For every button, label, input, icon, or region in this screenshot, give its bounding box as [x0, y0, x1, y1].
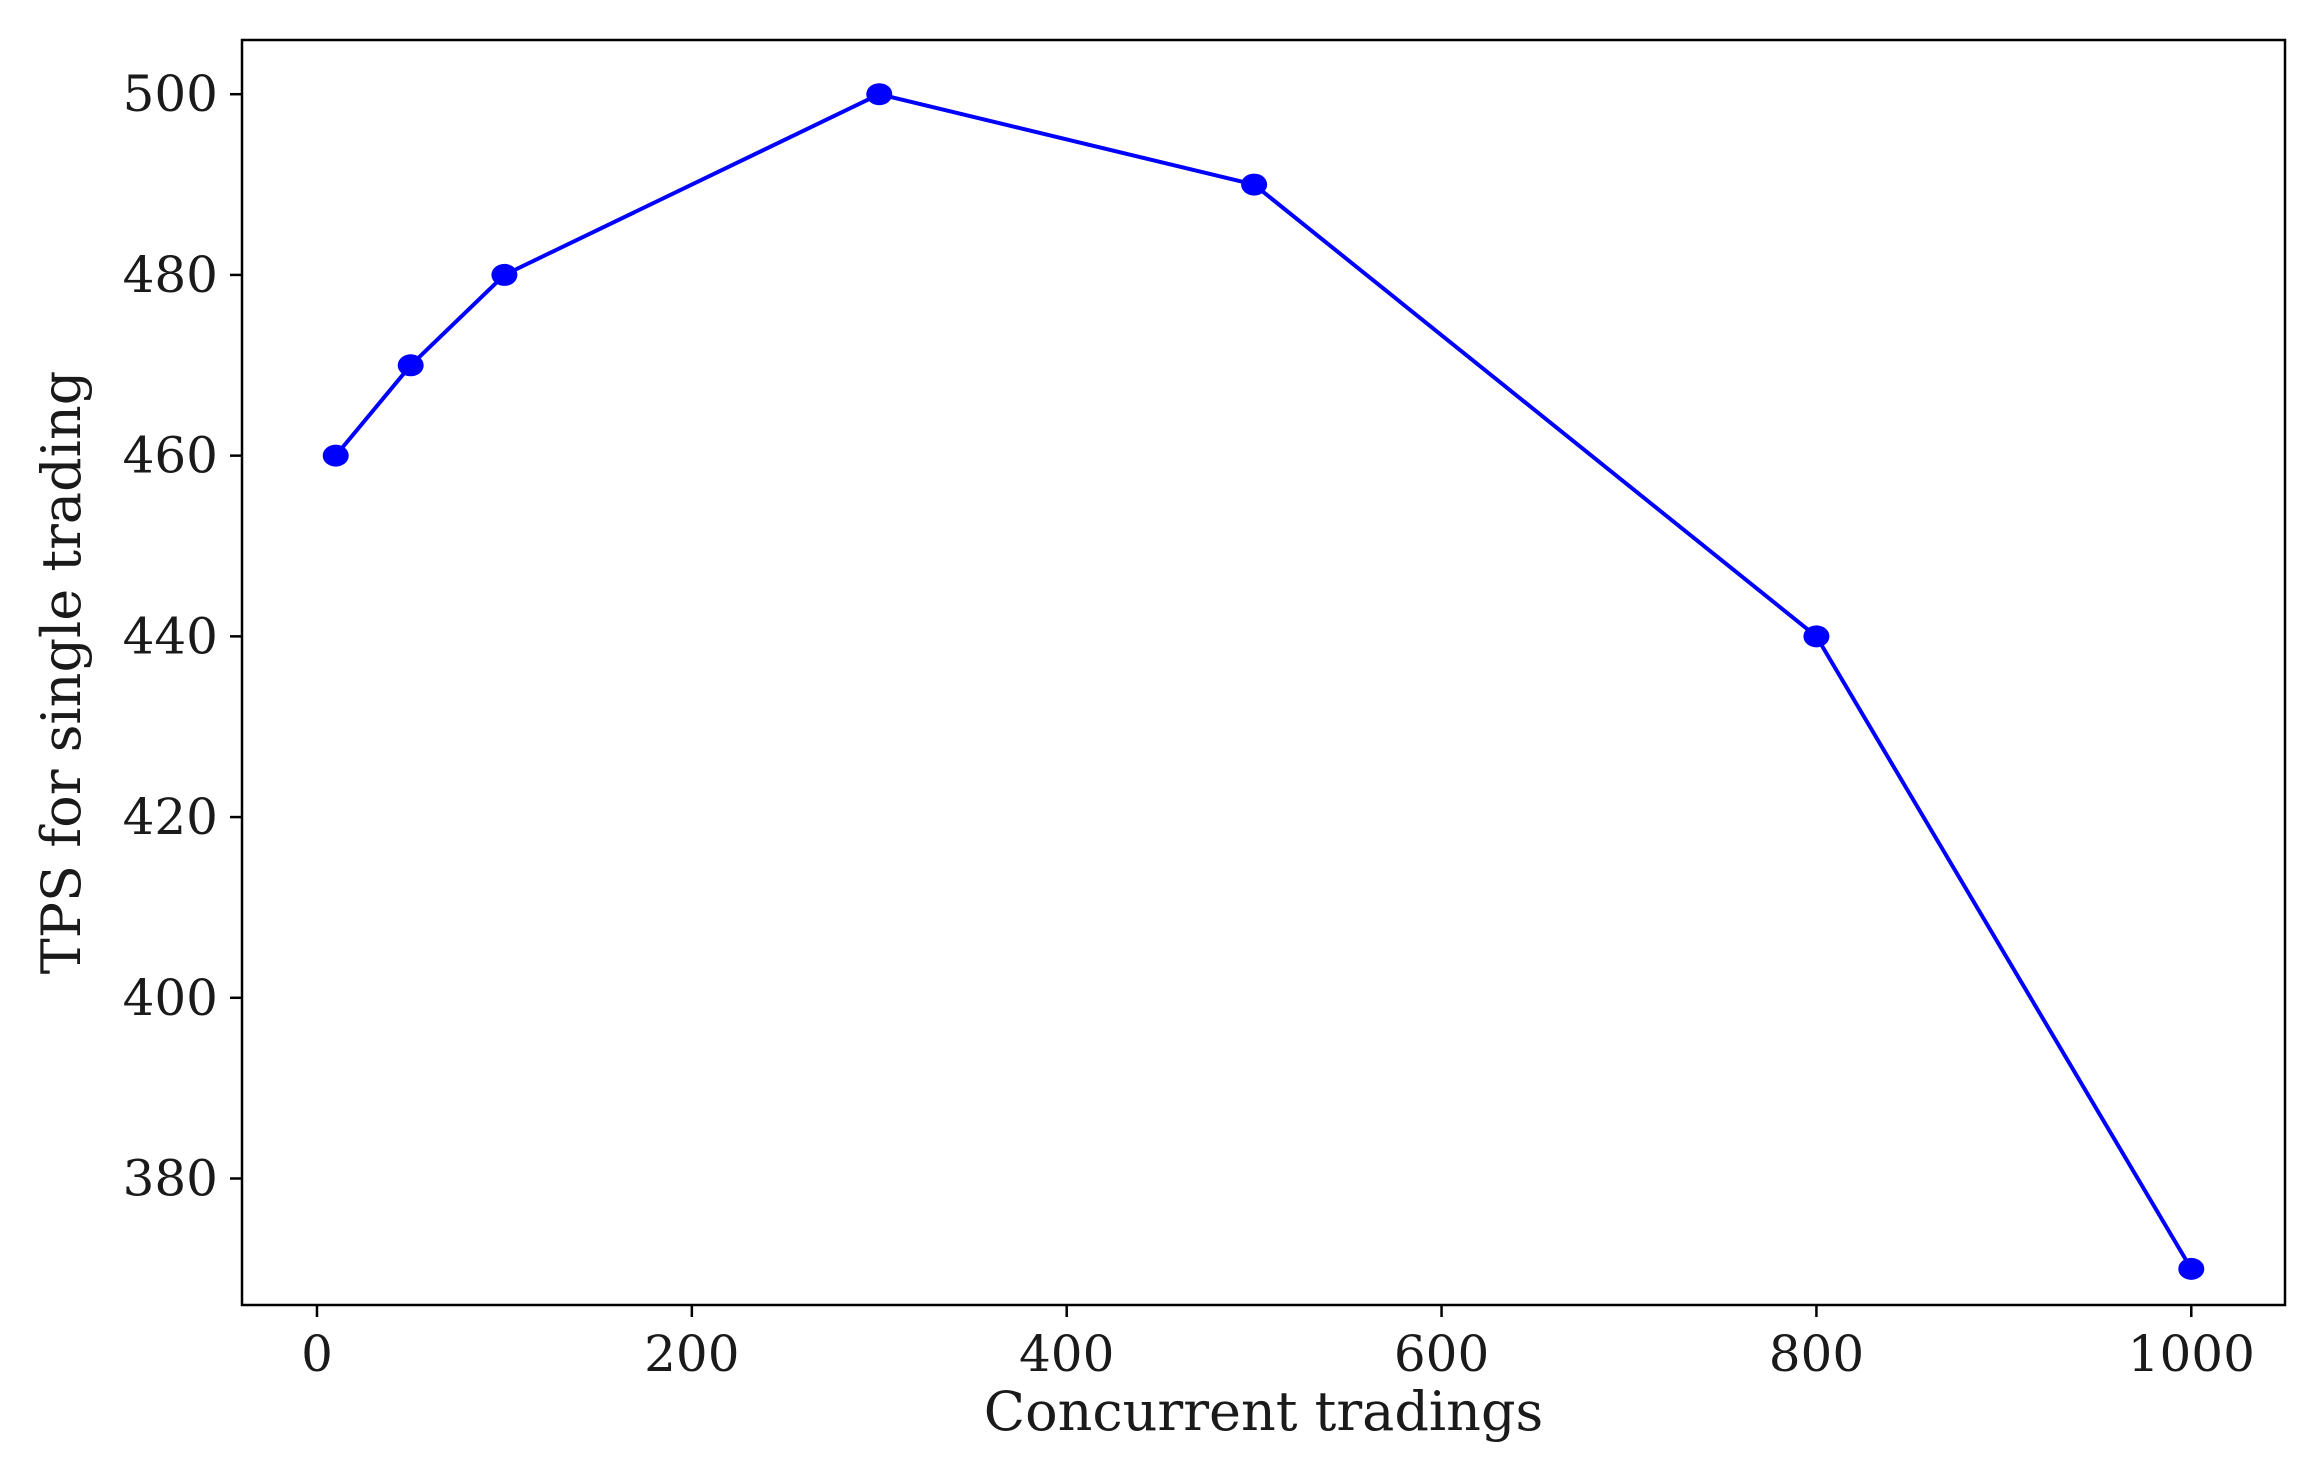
y-tick-label: 400: [123, 969, 218, 1027]
y-tick-label: 440: [123, 607, 218, 665]
data-point: [322, 444, 349, 467]
y-tick-label: 480: [123, 246, 218, 304]
x-tick-label: 400: [1019, 1325, 1114, 1383]
x-tick-label: 200: [644, 1325, 739, 1383]
x-tick-label: 1000: [2128, 1325, 2255, 1383]
x-tick-label: 0: [301, 1325, 333, 1383]
data-point: [2178, 1257, 2205, 1280]
x-tick-label: 800: [1769, 1325, 1864, 1383]
x-axis: 0 200 400 600 800 1000: [301, 1305, 2255, 1383]
data-point: [1803, 625, 1830, 648]
data-point: [866, 83, 893, 106]
plot-frame: [240, 38, 2287, 1307]
x-tick-label: 600: [1394, 1325, 1489, 1383]
y-tick-label: 500: [123, 65, 218, 123]
y-tick-label: 420: [123, 788, 218, 846]
series-line: [333, 92, 2194, 1271]
plot-area-border: [240, 38, 2287, 1307]
y-axis: 380 400 420 440 460 480 500: [123, 65, 242, 1208]
y-tick-label: 380: [123, 1150, 218, 1208]
data-point: [397, 354, 424, 377]
y-tick-label: 460: [123, 427, 218, 485]
series-layer: [322, 83, 2205, 1280]
data-point: [1241, 173, 1268, 196]
x-axis-label: Concurrent tradings: [984, 1380, 1543, 1443]
data-point: [491, 263, 518, 286]
y-axis-label: TPS for single trading: [30, 371, 93, 975]
